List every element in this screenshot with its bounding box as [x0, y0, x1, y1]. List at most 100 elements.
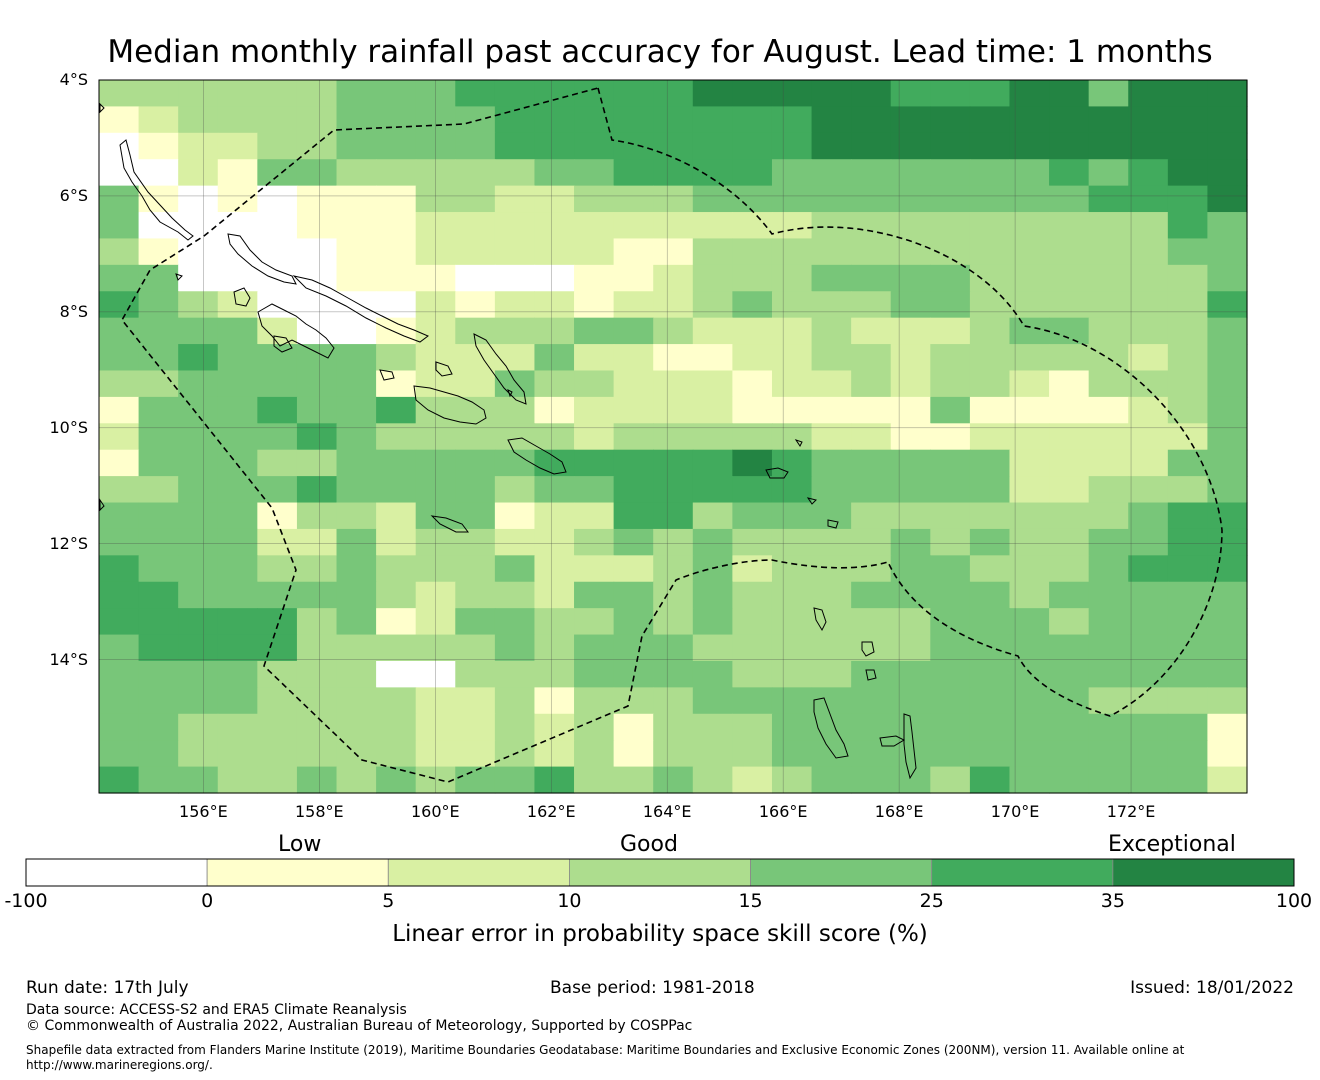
skill-cell [217, 159, 258, 187]
lon-label: 156°E [179, 802, 228, 821]
skill-cell [969, 212, 1011, 240]
skill-cell [99, 317, 140, 345]
skill-cell [217, 132, 258, 160]
skill-cell [732, 740, 773, 768]
skill-cell [692, 476, 733, 504]
skill-cell [99, 132, 140, 160]
skill-cell [969, 634, 1011, 662]
skill-cell [415, 423, 456, 451]
skill-cell [692, 423, 733, 451]
skill-cell [494, 502, 536, 530]
skill-cell [376, 80, 417, 108]
skill-cell [1128, 238, 1169, 266]
skill-cell [890, 555, 931, 583]
skill-cell [1009, 766, 1050, 794]
skill-cell [99, 159, 140, 187]
skill-cell [1049, 608, 1090, 636]
skill-cell [178, 370, 219, 398]
skill-cell [1207, 660, 1248, 688]
skill-cell [890, 317, 931, 345]
rennell-island [430, 515, 469, 533]
skill-cell [99, 238, 140, 266]
skill-cell [851, 238, 892, 266]
skill-cell [732, 502, 773, 530]
skill-cell [455, 713, 496, 741]
skill-cell [494, 608, 536, 636]
colorbar-tick-label: -100 [4, 890, 48, 912]
skill-cell [574, 660, 615, 688]
skill-cell [653, 212, 694, 240]
skill-cell [1207, 370, 1248, 398]
skill-cell [851, 581, 892, 609]
vanikoro-island [827, 519, 839, 529]
malakula-island [903, 713, 917, 780]
skill-cell [653, 370, 694, 398]
skill-cell [851, 449, 892, 477]
skill-cell [217, 396, 258, 424]
skill-cell [653, 238, 694, 266]
skill-cell [376, 687, 417, 715]
skill-cell [732, 660, 773, 688]
skill-cell [99, 291, 140, 319]
skill-cell [1128, 370, 1169, 398]
skill-cell [376, 185, 417, 213]
skill-cell [178, 396, 219, 424]
skill-cell [336, 687, 377, 715]
skill-cell [574, 291, 615, 319]
skill-cell [1009, 555, 1050, 583]
skill-cell [811, 740, 852, 768]
skill-cell [732, 423, 773, 451]
skill-cell [851, 370, 892, 398]
skill-cell [178, 476, 219, 504]
skill-cell [1009, 396, 1050, 424]
skill-cell [415, 80, 456, 108]
skill-cell [1049, 740, 1090, 768]
skill-cell [574, 159, 615, 187]
skill-cell [1167, 132, 1209, 160]
skill-cell [969, 476, 1011, 504]
skill-cell [1167, 238, 1209, 266]
skill-cell [1049, 370, 1090, 398]
skill-cell [1207, 766, 1248, 794]
skill-cell [455, 608, 496, 636]
skill-cell [930, 634, 971, 662]
skill-cell [890, 396, 931, 424]
lat-label: 14°S [49, 649, 88, 669]
skill-cell [732, 317, 773, 345]
skill-cell [1009, 713, 1050, 741]
skill-cell [930, 687, 971, 715]
skill-cell [376, 740, 417, 768]
skill-cell [653, 264, 694, 292]
skill-cell [336, 159, 377, 187]
skill-cell [257, 159, 298, 187]
skill-cell [771, 159, 813, 187]
skill-cell [178, 634, 219, 662]
skill-cell [534, 423, 575, 451]
skill-cell [930, 555, 971, 583]
skill-cell [613, 713, 654, 741]
skill-cell [969, 449, 1011, 477]
skill-cell [415, 608, 456, 636]
makira-island [507, 437, 567, 475]
shapefile-credit: Shapefile data extracted from Flanders M… [26, 1043, 1185, 1072]
skill-cell [969, 159, 1011, 187]
skill-cell [296, 555, 338, 583]
skill-cell [771, 264, 813, 292]
skill-cell [653, 423, 694, 451]
skill-cell [613, 132, 654, 160]
skill-cell [1088, 396, 1129, 424]
skill-cell [138, 185, 179, 213]
skill-cell [99, 106, 140, 134]
skill-cell [1088, 660, 1129, 688]
skill-cell [1207, 608, 1248, 636]
skill-cell [336, 608, 377, 636]
skill-cell [1167, 634, 1209, 662]
skill-cell [1009, 634, 1050, 662]
skill-cell [1009, 687, 1050, 715]
skill-cell [692, 370, 733, 398]
skill-cell [494, 581, 536, 609]
skill-cell [930, 713, 971, 741]
skill-cell [336, 238, 377, 266]
skill-cell [296, 212, 338, 240]
skill-cell [1128, 528, 1169, 556]
